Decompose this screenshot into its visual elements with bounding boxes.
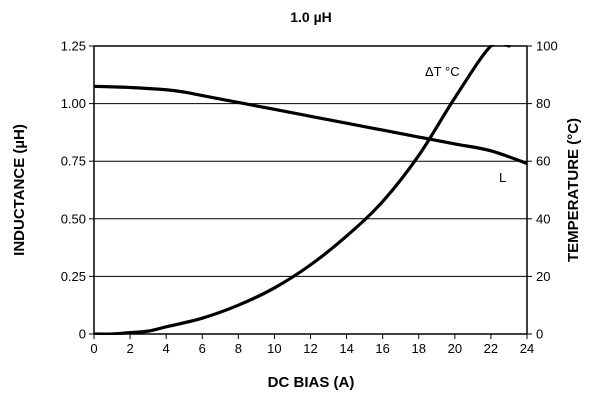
x-tick-label: 6 [199,341,206,356]
x-tick-label: 16 [375,341,389,356]
axes [89,45,532,339]
y-left-tick-label: 0 [79,327,86,342]
y-left-tick-label: 1.25 [61,39,86,54]
x-axis-label: DC BIAS (A) [268,374,355,391]
y-right-tick-label: 20 [536,269,550,284]
series-line-temperature [94,45,511,335]
x-tick-label: 14 [339,341,353,356]
x-tick-label: 24 [520,341,534,356]
x-tick-label: 4 [163,341,170,356]
y-left-tick-label: 0.50 [61,211,86,226]
x-tick-label: 22 [484,341,498,356]
y-right-tick-label: 60 [536,154,550,169]
grid-lines [94,103,527,277]
x-tick-label: 0 [90,341,97,356]
y-right-tick-label: 40 [536,211,550,226]
y-right-tick-label: 80 [536,96,550,111]
y-right-tick-label: 100 [536,39,558,54]
annotation-l: L [499,170,506,185]
y-axis-label-right: TEMPERATURE (°C) [565,118,582,262]
x-tick-label: 8 [235,341,242,356]
y-left-tick-label: 0.75 [61,154,86,169]
chart-title: 1.0 µH [290,9,332,25]
tick-labels: 0 2 4 6 8 10 12 14 16 18 20 22 2400.250.500.751.001.… [61,39,558,357]
x-tick-label: 10 [267,341,281,356]
series-lines [94,45,527,335]
y-axis-label-left: INDUCTANCE (µH) [11,124,28,256]
y-left-tick-label: 0.25 [61,269,86,284]
x-tick-label: 20 [448,341,462,356]
annotation-delta-t: ΔT °C [425,64,460,79]
x-tick-label: 18 [412,341,426,356]
y-left-tick-label: 1.00 [61,96,86,111]
x-tick-label: 12 [303,341,317,356]
series-line-inductance [94,84,527,166]
x-tick-label: 2 [126,341,133,356]
y-right-tick-label: 0 [536,327,543,342]
